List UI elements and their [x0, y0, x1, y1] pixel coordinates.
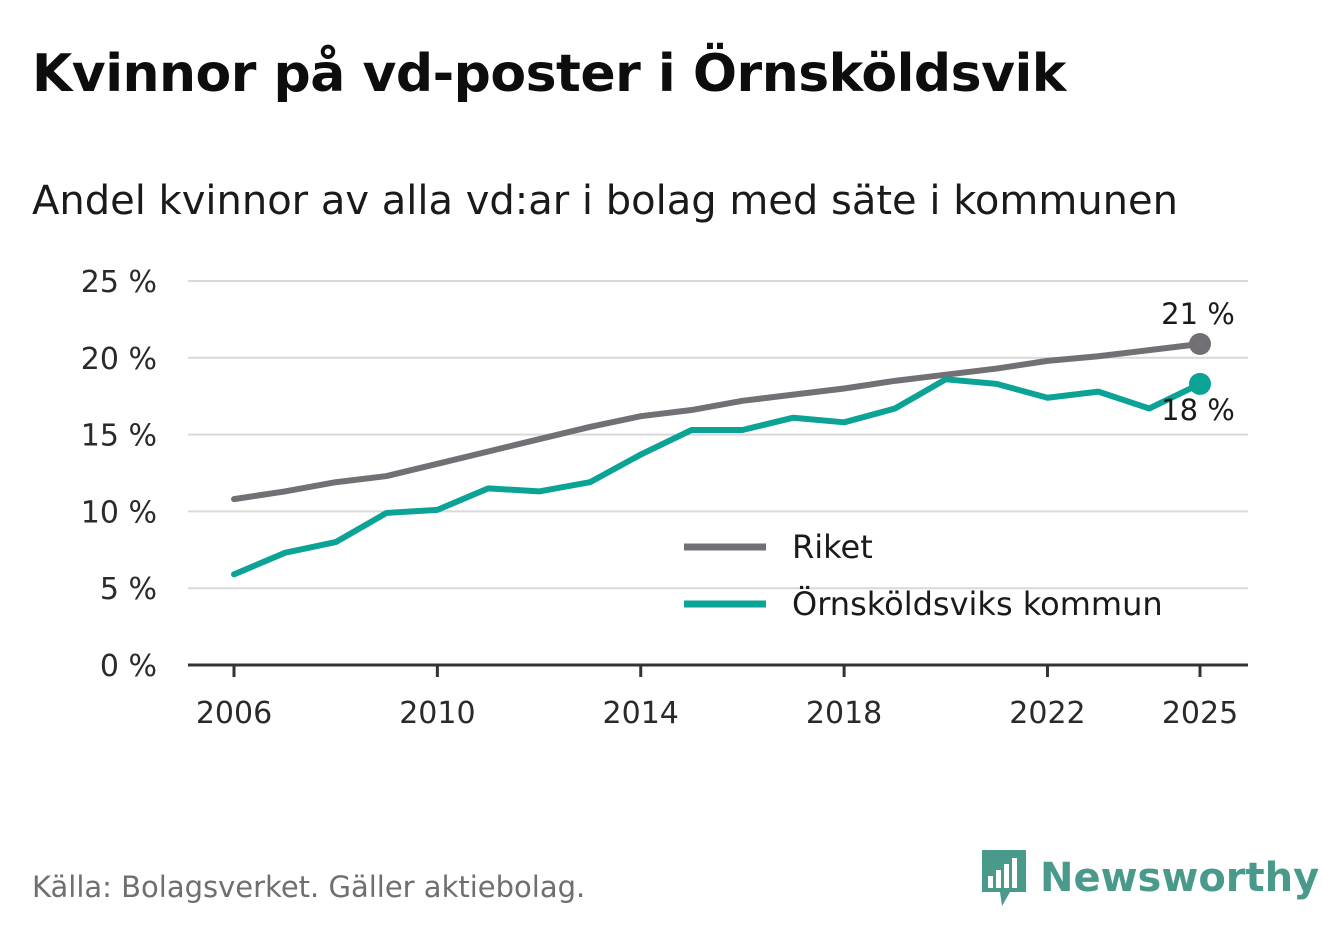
series-line — [231, 376, 1203, 578]
y-tick-label: 20 % — [81, 342, 157, 377]
series-end-point — [1189, 372, 1211, 395]
y-tick-label: 15 % — [81, 419, 157, 454]
series-lines: 21 % 18 % — [231, 297, 1235, 578]
series-line — [231, 340, 1203, 503]
brand-name: Newsworthy — [1040, 855, 1320, 901]
gridlines — [188, 280, 1248, 590]
y-axis-ticks: 0 % 5 % 10 % 15 % 20 % 25 % — [81, 265, 157, 684]
chart-title: Kvinnor på vd-poster i Örnsköldsvik — [32, 44, 1066, 104]
source-note: Källa: Bolagsverket. Gäller aktiebolag. — [32, 870, 586, 904]
x-axis-ticks: 2006 2010 2014 2018 2022 2025 — [188, 663, 1248, 731]
x-tick-label: 2014 — [603, 696, 679, 731]
series-end-label: 21 % — [1161, 297, 1235, 331]
x-tick-label: 2006 — [196, 696, 272, 731]
y-tick-label: 10 % — [81, 495, 157, 530]
x-tick-label: 2018 — [806, 696, 882, 731]
x-tick-label: 2010 — [399, 696, 475, 731]
legend-label: Riket — [792, 528, 873, 566]
chart-subtitle: Andel kvinnor av alla vd:ar i bolag med … — [32, 178, 1178, 224]
legend-label: Örnsköldsviks kommun — [792, 585, 1163, 623]
newsworthy-logo-icon — [982, 850, 1026, 906]
legend: Riket Örnsköldsviks kommun — [684, 528, 1163, 623]
x-tick-label: 2022 — [1009, 696, 1085, 731]
y-tick-label: 25 % — [81, 265, 157, 300]
y-tick-label: 5 % — [100, 572, 157, 607]
series-end-label: 18 % — [1161, 393, 1235, 427]
y-tick-label: 0 % — [100, 649, 157, 684]
x-tick-label: 2025 — [1162, 696, 1238, 731]
series-end-point — [1189, 332, 1211, 355]
brand-logo[interactable]: Newsworthy — [980, 848, 1319, 908]
